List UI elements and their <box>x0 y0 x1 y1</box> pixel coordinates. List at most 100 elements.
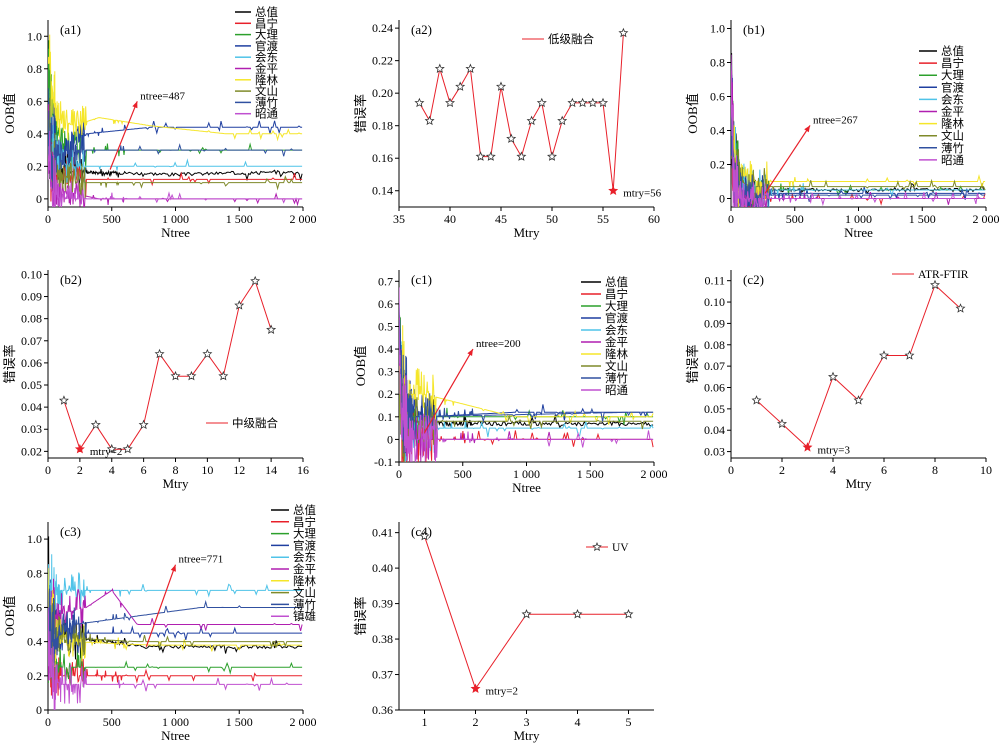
y-tick-label: 0.6 <box>710 90 725 104</box>
x-tick-label: 10 <box>980 463 992 477</box>
x-tick-label: 4 <box>830 463 836 477</box>
x-tick-label: 50 <box>546 212 558 226</box>
data-point <box>266 324 277 334</box>
y-tick-label: 0.3 <box>378 365 393 379</box>
y-tick-label: 0.2 <box>27 159 42 173</box>
data-point <box>424 115 435 126</box>
legend-label: 大理 <box>605 299 628 313</box>
x-tick-label: 5 <box>626 715 632 729</box>
y-tick-label: 0.39 <box>372 597 393 611</box>
y-tick-label: 0.4 <box>27 127 42 141</box>
y-tick-label: 0.24 <box>372 21 393 35</box>
y-tick-label: -0.1 <box>374 455 393 469</box>
y-tick-label: 0.20 <box>372 86 393 100</box>
data-point <box>536 97 547 108</box>
x-tick-label: 0 <box>728 212 734 226</box>
series-line-7 <box>731 117 986 207</box>
y-axis-title: OOB值 <box>353 346 368 386</box>
y-tick-label: 0.6 <box>27 600 42 614</box>
data-point <box>445 97 455 108</box>
x-axis-title: Mtry <box>163 476 190 491</box>
x-axis-title: Mtry <box>514 225 541 240</box>
chart-panel-c1: 0 500 1 000 1 500 2 000-0.100.10.20.30.40.50… <box>353 270 668 495</box>
legend-label: 文山 <box>293 586 316 600</box>
y-tick-label: 0.06 <box>704 381 725 395</box>
y-axis-title: 错误率 <box>353 596 368 635</box>
y-axis-title: 错误率 <box>685 344 700 383</box>
data-point <box>557 115 568 126</box>
y-tick-label: 0.38 <box>372 632 393 646</box>
series-line-4 <box>48 554 303 621</box>
y-tick-label: 0.10 <box>704 295 725 309</box>
legend-label: 总值 <box>941 44 964 58</box>
x-tick-label: 40 <box>444 212 456 226</box>
legend-marker <box>592 541 602 552</box>
x-tick-label: 35 <box>393 212 405 226</box>
y-tick-label: 0.4 <box>710 124 725 138</box>
x-tick-label: 4 <box>109 463 115 477</box>
x-tick-label: 6 <box>881 463 887 477</box>
x-tick-label: 60 <box>648 212 660 226</box>
y-tick-label: 0.09 <box>704 316 725 330</box>
y-tick-label: 0.1 <box>378 410 393 424</box>
x-tick-label: 3 <box>524 715 530 729</box>
y-tick-label: 1.0 <box>27 532 42 546</box>
legend-label: 薄竹 <box>605 371 628 385</box>
x-tick-label: 0 <box>45 212 51 226</box>
x-tick-label: 2 000 <box>290 715 317 729</box>
legend-label: 薄竹 <box>255 95 278 109</box>
y-tick-label: 1.0 <box>27 29 42 43</box>
x-tick-label: 12 <box>233 463 245 477</box>
x-axis-title: Ntree <box>844 225 873 240</box>
optimum-label: mtry=56 <box>623 188 661 200</box>
x-tick-label: 1 <box>422 715 428 729</box>
legend-label: 大理 <box>293 527 316 541</box>
chart-panel-b2: 0 2 4 6 8 10 12 14 16 0.02 0.03 0.04 0.05 0.06 0.07 0.0… <box>2 267 309 491</box>
x-tick-label: 45 <box>495 212 507 226</box>
legend-label: ATR-FTIR <box>918 269 969 281</box>
chart-panel-c3: 0 500 1 000 1 500 2 000 0 0.2 0.4 0.6 0.8 1.0 Ntree… <box>2 503 317 743</box>
optimum-label: mtry=3 <box>818 444 851 456</box>
x-tick-label: 1 500 <box>909 212 936 226</box>
series-line-6 <box>48 34 303 142</box>
series-line-8 <box>48 110 303 192</box>
panel-label: (c1) <box>411 272 432 287</box>
legend-label: 昌宁 <box>293 515 316 529</box>
y-tick-label: 0.4 <box>27 635 42 649</box>
legend-label: 会东 <box>605 324 628 337</box>
data-point <box>618 27 629 38</box>
legend-label: 隆林 <box>255 73 278 87</box>
data-point <box>587 97 598 108</box>
y-tick-label: 0.04 <box>704 423 725 437</box>
legend-label: 薄竹 <box>293 597 316 611</box>
series-line-9 <box>48 607 303 710</box>
series-line <box>418 32 624 191</box>
series-line-9 <box>48 130 303 207</box>
legend-label: 薄竹 <box>941 141 964 155</box>
annotation-arrowhead <box>467 349 473 357</box>
y-tick-label: 0.11 <box>704 274 725 288</box>
data-point <box>521 608 532 619</box>
annotation-arrow <box>145 564 177 647</box>
data-point <box>608 185 619 195</box>
series-line-0 <box>48 536 303 674</box>
y-tick-label: 0 <box>36 703 42 717</box>
data-point <box>122 443 133 454</box>
data-point <box>506 133 517 143</box>
data-point <box>485 151 496 161</box>
series-line-6 <box>48 568 303 667</box>
y-tick-label: 0.8 <box>27 566 42 580</box>
y-tick-label: 0.5 <box>378 319 393 333</box>
x-tick-label: 8 <box>173 463 179 477</box>
legend-label: 会东 <box>255 51 278 64</box>
data-point <box>802 442 813 452</box>
legend-label: 总值 <box>255 5 278 19</box>
x-tick-label: 4 <box>575 715 581 729</box>
data-point <box>572 608 583 619</box>
x-tick-label: 500 <box>454 467 472 481</box>
data-point <box>138 419 149 430</box>
y-tick-label: 0.07 <box>704 359 725 373</box>
data-point <box>154 348 165 359</box>
y-tick-label: 0 <box>387 432 393 446</box>
x-axis-title: Ntree <box>161 225 190 240</box>
